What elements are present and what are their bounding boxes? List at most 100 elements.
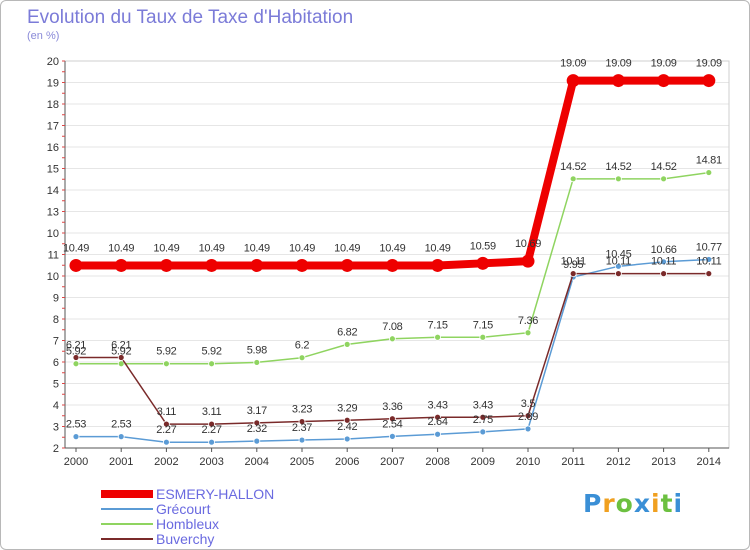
data-point [388, 432, 396, 440]
data-label: 10.49 [244, 242, 270, 254]
data-point [569, 270, 577, 278]
x-tick-label: 2011 [561, 456, 585, 468]
legend-swatch [101, 523, 153, 525]
data-label: 5.98 [247, 344, 267, 356]
data-label: 19.09 [696, 58, 722, 70]
data-label: 10.49 [199, 242, 225, 254]
data-point [162, 360, 170, 368]
data-label: 2.89 [518, 411, 538, 423]
x-tick-label: 2006 [335, 456, 359, 468]
legend-label: Hombleux [156, 516, 220, 532]
legend-label: Buverchy [156, 531, 215, 547]
data-point [253, 419, 261, 427]
y-tick-label: 10 [47, 271, 59, 283]
x-tick-label: 2012 [606, 456, 630, 468]
y-tick-label: 5 [53, 379, 59, 391]
y-tick-label: 19 [47, 78, 59, 90]
data-label: 2.42 [337, 421, 357, 433]
data-label: 10.49 [379, 242, 405, 254]
x-tick-label: 2013 [651, 456, 675, 468]
data-point [615, 270, 622, 278]
data-label: 7.15 [473, 319, 493, 331]
data-label: 10.11 [606, 256, 631, 268]
data-point [298, 354, 306, 362]
data-point [343, 416, 351, 424]
x-tick-label: 2004 [245, 456, 269, 468]
y-tick-label: 9 [53, 293, 59, 305]
data-point [343, 435, 351, 443]
x-tick-label: 2010 [516, 456, 540, 468]
data-label: 2.37 [292, 422, 312, 434]
data-point [615, 262, 622, 270]
data-point [434, 430, 442, 438]
data-label: 2.75 [473, 414, 493, 426]
data-point [705, 270, 713, 278]
x-tick-label: 2014 [697, 456, 721, 468]
data-point [660, 175, 667, 183]
data-point [298, 418, 306, 425]
data-point [208, 420, 216, 428]
y-tick-label: 7 [53, 336, 59, 348]
data-label: 2.53 [66, 419, 86, 431]
data-label: 6.2 [295, 340, 310, 352]
data-label: 10.59 [470, 240, 496, 252]
data-label: 2.53 [111, 419, 131, 431]
data-point [431, 258, 445, 272]
data-label: 10.77 [696, 241, 722, 253]
data-point [385, 258, 399, 272]
data-label: 10.49 [289, 242, 315, 254]
y-tick-label: 2 [53, 443, 59, 455]
data-point [250, 258, 264, 272]
data-label: 10.45 [605, 248, 631, 260]
data-label: 6.21 [66, 339, 86, 351]
data-point [388, 335, 396, 343]
data-point [566, 74, 580, 88]
data-label: 3.43 [427, 399, 447, 411]
data-label: 3.5 [521, 398, 536, 410]
y-tick-label: 16 [47, 142, 59, 154]
y-tick-label: 20 [47, 56, 59, 68]
data-label: 10.49 [63, 242, 89, 254]
data-point [298, 436, 306, 444]
data-point [434, 413, 442, 421]
data-label: 10.11 [651, 256, 676, 268]
data-label: 14.81 [696, 155, 722, 167]
data-label: 3.11 [202, 406, 222, 418]
data-label: 19.09 [560, 58, 586, 70]
data-point [660, 270, 667, 278]
data-point [524, 412, 532, 420]
y-tick-label: 8 [53, 314, 59, 326]
data-point [524, 329, 532, 337]
data-point [705, 256, 713, 263]
data-point [72, 433, 80, 441]
data-label: 5.92 [156, 346, 176, 358]
data-point [117, 433, 125, 441]
logo-letter: P [583, 489, 603, 518]
series-line [76, 76, 709, 270]
data-point [253, 437, 261, 445]
data-point [705, 169, 713, 176]
data-label: 10.49 [334, 242, 360, 254]
data-label: 2.64 [427, 416, 447, 428]
x-tick-label: 2008 [425, 456, 449, 468]
data-point [162, 438, 170, 446]
logo-letter: r [602, 489, 616, 518]
data-label: 10.49 [425, 242, 451, 254]
data-label: 3.29 [337, 402, 357, 414]
data-label: 7.08 [382, 321, 402, 333]
data-label: 3.17 [247, 405, 267, 417]
data-point [524, 425, 532, 433]
data-label: 10.69 [515, 238, 541, 250]
logo-letter: x [633, 489, 651, 518]
data-label: 14.52 [560, 161, 586, 173]
data-label: 10.66 [651, 244, 677, 256]
data-label: 19.09 [651, 58, 677, 70]
legend-swatch [101, 490, 153, 498]
data-point [479, 413, 487, 421]
legend-label: Grécourt [156, 501, 211, 517]
data-point [521, 254, 535, 268]
data-label: 14.52 [605, 161, 631, 173]
proxiti-logo: Proxiti [583, 489, 683, 518]
logo-letter: o [615, 489, 634, 518]
